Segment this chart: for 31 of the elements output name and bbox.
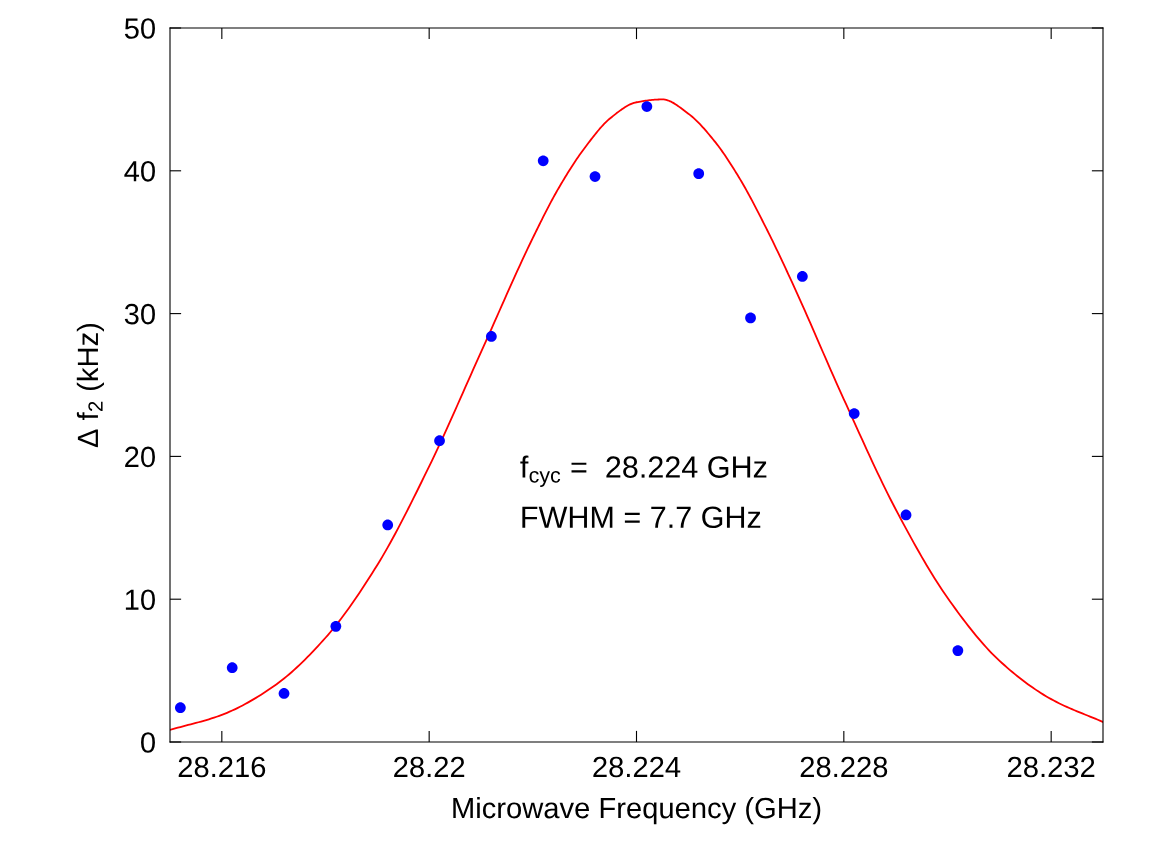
x-tick-label: 28.216 [178,756,266,778]
point [278,688,290,699]
y-tick-label: 20 [125,446,155,468]
point [745,312,756,324]
point [589,171,601,182]
x-tick-label: 28.232 [1008,756,1095,778]
annotation: f$_{cyc}$ = 28.224 GHz [520,455,767,487]
y-tick-label: 50 [124,18,155,39]
y-axis-title: Δ f$_{2}$ (kHz) [76,323,104,448]
point [641,101,653,112]
y-tick-label: 10 [125,589,155,611]
point [485,331,497,342]
x-tick-label: 28.224 [593,756,681,778]
point [952,645,964,656]
point [330,620,342,632]
y-tick-label: 30 [124,303,155,325]
point [226,662,238,674]
point [382,519,394,531]
x-tick-label: 28.228 [800,756,888,778]
y-tick-label: 0 [141,732,155,753]
x-axis-title: Microwave Frequency (GHz) [453,796,821,825]
point [537,155,549,167]
point [900,509,912,521]
point [434,435,445,447]
y-tick-label: 40 [124,161,155,182]
point [174,702,186,714]
point [848,408,860,419]
point [693,168,705,180]
annotation: FWHM = 7.7 GHz [522,506,761,529]
point [796,271,808,282]
x-tick-label: 28.22 [394,756,465,778]
